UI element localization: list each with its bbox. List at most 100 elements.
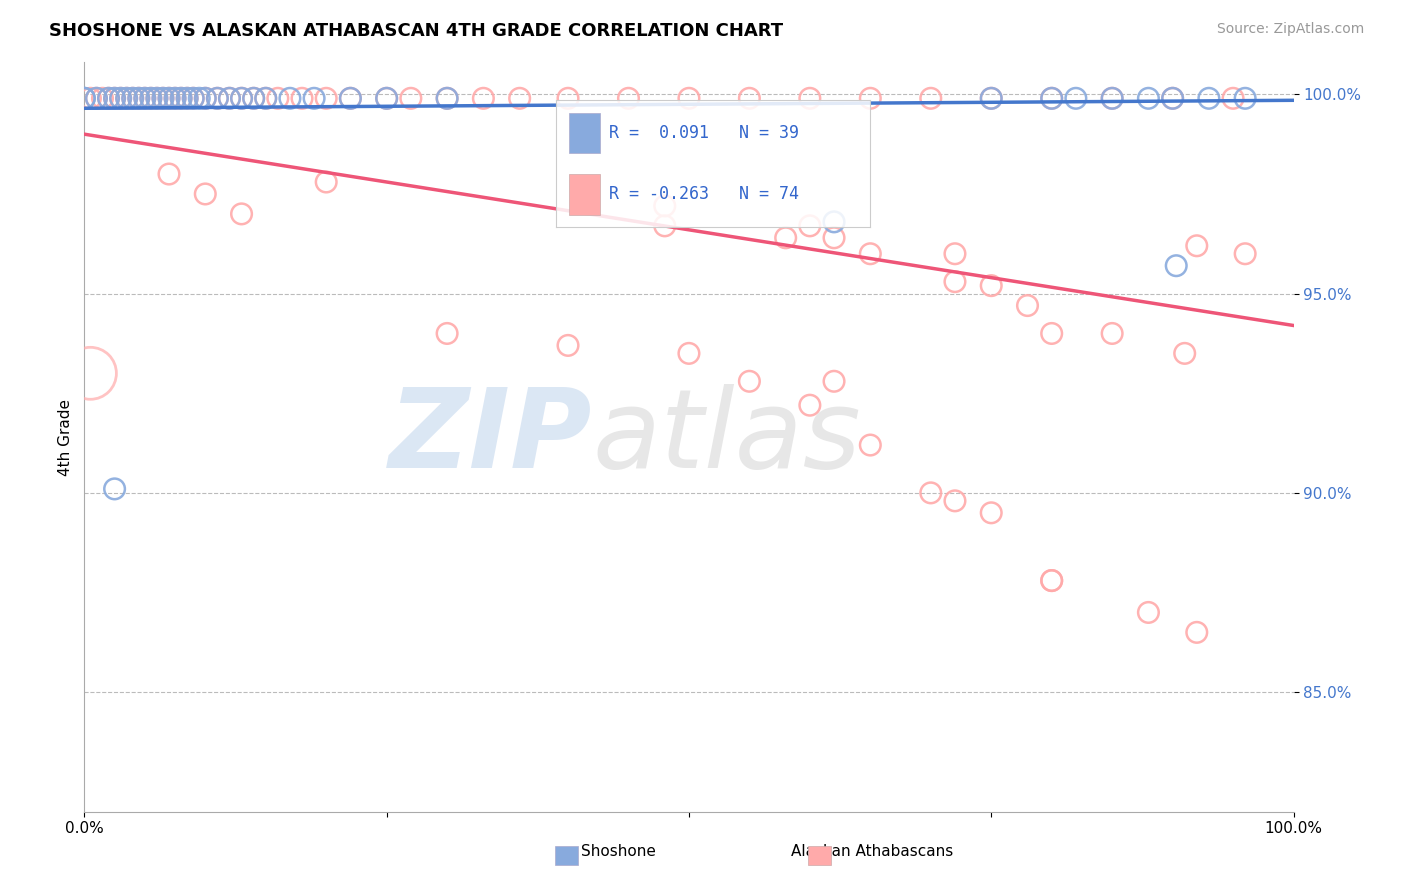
Point: [1185, 625, 1208, 640]
Point: [176, 91, 198, 105]
Point: [980, 91, 1002, 105]
Point: [181, 91, 204, 105]
Point: [1222, 91, 1244, 105]
Point: [121, 91, 143, 105]
Point: [134, 91, 156, 105]
Point: [1040, 91, 1063, 105]
Point: [920, 486, 942, 500]
Point: [97, 91, 120, 105]
Point: [194, 186, 217, 201]
Point: [654, 219, 676, 233]
Text: atlas: atlas: [592, 384, 860, 491]
Point: [654, 199, 676, 213]
Point: [152, 91, 174, 105]
Point: [1137, 606, 1160, 620]
Point: [436, 91, 458, 105]
Point: [1040, 91, 1063, 105]
Point: [181, 91, 204, 105]
Point: [104, 91, 127, 105]
Point: [139, 91, 162, 105]
Point: [170, 91, 193, 105]
Point: [1017, 299, 1039, 313]
Point: [134, 91, 156, 105]
Point: [738, 91, 761, 105]
Text: SHOSHONE VS ALASKAN ATHABASCAN 4TH GRADE CORRELATION CHART: SHOSHONE VS ALASKAN ATHABASCAN 4TH GRADE…: [49, 22, 783, 40]
Point: [557, 338, 579, 352]
Point: [207, 91, 229, 105]
Point: [1234, 91, 1257, 105]
Point: [775, 231, 797, 245]
Point: [157, 91, 180, 105]
Point: [315, 175, 337, 189]
Point: [823, 374, 845, 388]
Point: [73, 91, 96, 105]
Point: [375, 91, 398, 105]
Point: [79, 367, 101, 381]
Point: [859, 246, 882, 260]
Text: Source: ZipAtlas.com: Source: ZipAtlas.com: [1216, 22, 1364, 37]
Point: [146, 91, 169, 105]
Point: [823, 215, 845, 229]
Point: [436, 326, 458, 341]
Point: [617, 91, 640, 105]
Point: [79, 91, 101, 105]
Point: [128, 91, 150, 105]
Point: [231, 91, 253, 105]
Point: [1101, 91, 1123, 105]
Y-axis label: 4th Grade: 4th Grade: [58, 399, 73, 475]
Point: [86, 91, 108, 105]
Point: [291, 91, 314, 105]
Point: [1185, 239, 1208, 253]
Point: [943, 493, 966, 508]
Point: [97, 91, 120, 105]
Point: [128, 91, 150, 105]
Point: [121, 91, 143, 105]
Point: [207, 91, 229, 105]
Point: [152, 91, 174, 105]
Point: [1101, 91, 1123, 105]
Point: [799, 398, 821, 412]
Point: [115, 91, 138, 105]
Text: Shoshone: Shoshone: [581, 845, 657, 859]
Point: [218, 91, 240, 105]
Point: [920, 91, 942, 105]
Point: [110, 91, 132, 105]
Point: [1161, 91, 1184, 105]
Text: ZIP: ZIP: [388, 384, 592, 491]
Point: [678, 91, 700, 105]
Point: [1101, 326, 1123, 341]
Point: [472, 91, 495, 105]
Point: [823, 231, 845, 245]
Point: [242, 91, 264, 105]
Point: [165, 91, 187, 105]
Point: [254, 91, 277, 105]
Point: [943, 246, 966, 260]
Point: [267, 91, 290, 105]
Point: [176, 91, 198, 105]
Point: [115, 91, 138, 105]
Point: [157, 91, 180, 105]
Point: [218, 91, 240, 105]
Point: [188, 91, 211, 105]
Point: [231, 207, 253, 221]
Point: [799, 219, 821, 233]
Point: [278, 91, 301, 105]
Point: [1174, 346, 1197, 360]
Point: [859, 91, 882, 105]
Point: [980, 91, 1002, 105]
Text: Alaskan Athabascans: Alaskan Athabascans: [790, 845, 953, 859]
Point: [157, 167, 180, 181]
Point: [1137, 91, 1160, 105]
Point: [165, 91, 187, 105]
Point: [139, 91, 162, 105]
Point: [110, 91, 132, 105]
Point: [254, 91, 277, 105]
Point: [943, 275, 966, 289]
Point: [1166, 259, 1188, 273]
Point: [1040, 574, 1063, 588]
Point: [1040, 326, 1063, 341]
Point: [104, 482, 127, 496]
Point: [231, 91, 253, 105]
Point: [557, 91, 579, 105]
Point: [302, 91, 325, 105]
